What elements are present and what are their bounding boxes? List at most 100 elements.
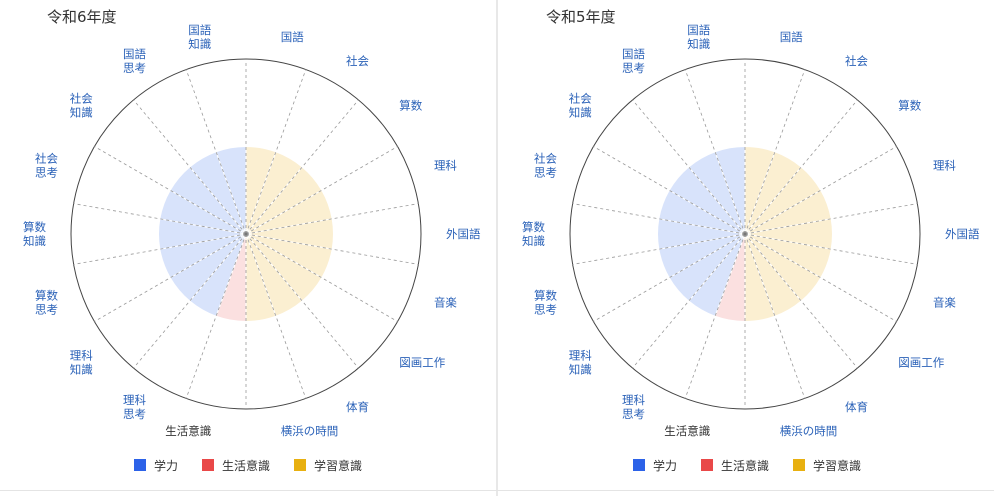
spoke-line [744, 233, 897, 322]
bottom-rule [0, 490, 994, 491]
category-label-line: 図画工作 [399, 356, 445, 370]
category-label: 国語知識 [188, 23, 211, 51]
chart-panel-reiwa5: 令和5年度 国語 社会 算数 理科 外国語 音楽 図画工作 体育 横浜の時間 生活意識 理科思考 理科… [499, 0, 994, 490]
spoke-line [94, 146, 247, 235]
category-label: 理科知識 [70, 349, 93, 377]
category-label-line: 理科 [933, 159, 956, 173]
category-label-line: 生活意識 [664, 424, 710, 438]
category-label: 理科知識 [569, 349, 592, 377]
panel-divider [496, 0, 498, 496]
category-label: 算数 [399, 98, 422, 112]
category-label: 理科 [434, 159, 457, 173]
category-label: 社会 [845, 54, 868, 68]
category-label-line: 国語 [780, 30, 803, 44]
category-label: 体育 [346, 400, 369, 414]
center-dot [743, 232, 747, 236]
spoke-line [572, 203, 746, 235]
legend-label: 生活意識 [221, 458, 270, 473]
category-label-line: 思考 [35, 302, 58, 316]
category-label: 理科思考 [123, 393, 146, 421]
spoke-line [593, 146, 746, 235]
category-label: 生活意識 [664, 424, 710, 438]
legend-swatch [632, 459, 645, 471]
category-label: 図画工作 [399, 356, 445, 370]
category-label: 外国語 [945, 227, 980, 241]
category-label-line: 知識 [70, 105, 93, 119]
category-label: 算数知識 [522, 220, 545, 248]
spoke-line [593, 233, 746, 322]
category-label: 社会知識 [569, 91, 592, 119]
legend-item-gakushu-ishiki[interactable]: 学習意識 [294, 457, 362, 474]
spoke-line [632, 99, 746, 235]
spoke-line [572, 233, 746, 265]
category-label-line: 社会 [534, 152, 557, 166]
legend-swatch [793, 459, 805, 471]
spoke-line [245, 99, 359, 235]
spoke-line [744, 233, 858, 369]
category-label-line: 体育 [845, 400, 868, 414]
category-label-line: 外国語 [446, 227, 481, 241]
category-label: 社会 [346, 54, 369, 68]
category-label: 横浜の時間 [281, 424, 339, 438]
category-label: 図画工作 [898, 356, 944, 370]
legend-swatch [133, 459, 146, 471]
chart-title: 令和6年度 [47, 8, 117, 26]
category-label-line: 理科 [123, 393, 146, 407]
spoke-line [245, 69, 307, 235]
category-label-line: 社会 [569, 91, 592, 105]
legend-label: 学力 [652, 458, 677, 473]
legend-swatch [201, 459, 214, 471]
category-label: 算数 [898, 98, 921, 112]
spoke-line [744, 203, 918, 235]
category-label-line: 国語 [123, 47, 146, 61]
category-label-line: 知識 [188, 37, 211, 51]
category-label: 国語思考 [622, 47, 645, 75]
legend: 学力 生活意識 学習意識 [0, 457, 496, 473]
spoke-line [744, 69, 806, 235]
category-label: 理科思考 [622, 393, 645, 421]
category-label: 算数知識 [23, 220, 46, 248]
chart-title: 令和5年度 [546, 8, 616, 26]
category-label-line: 理科 [434, 159, 457, 173]
legend-item-seikatsu-ishiki[interactable]: 生活意識 [700, 457, 769, 474]
legend-item-seikatsu-ishiki[interactable]: 生活意識 [201, 457, 270, 474]
spoke-line [684, 233, 746, 399]
legend: 学力 生活意識 学習意識 [499, 457, 994, 473]
category-label-line: 理科 [622, 393, 645, 407]
spoke-line [684, 69, 746, 235]
category-label-line: 知識 [569, 363, 592, 377]
category-sector[interactable] [215, 145, 247, 235]
spoke-line [73, 233, 247, 265]
category-label-line: 外国語 [945, 227, 980, 241]
category-label-line: 国語 [687, 23, 710, 37]
category-sector[interactable] [714, 145, 746, 235]
category-label-line: 算数 [399, 98, 422, 112]
category-label-line: 算数 [23, 220, 46, 234]
legend-item-gakushu-ishiki[interactable]: 学習意識 [793, 457, 861, 474]
category-label: 社会知識 [70, 91, 93, 119]
legend-label: 学習意識 [314, 458, 363, 473]
category-label: 算数思考 [35, 288, 58, 316]
category-label-line: 社会 [346, 54, 369, 68]
category-label-line: 社会 [35, 152, 58, 166]
legend-item-gakuryoku[interactable]: 学力 [133, 457, 178, 474]
category-label: 国語 [281, 30, 304, 44]
category-label-line: 理科 [70, 349, 93, 363]
legend-label: 学習意識 [813, 458, 862, 473]
category-label: 横浜の時間 [780, 424, 838, 438]
spoke-line [133, 99, 247, 235]
category-label-line: 思考 [123, 61, 146, 75]
category-label-line: 社会 [70, 91, 93, 105]
category-label-line: 思考 [123, 407, 146, 421]
spoke-line [245, 203, 419, 235]
category-label: 国語知識 [687, 23, 710, 51]
spoke-line [744, 233, 918, 265]
chart-panel-reiwa6: 令和6年度 国語 社会 算数 理科 外国語 音楽 図画工作 体育 横浜の時間 生活意識 理科思考 理科… [0, 0, 496, 490]
legend-item-gakuryoku[interactable]: 学力 [632, 457, 677, 474]
legend-label: 学力 [153, 458, 178, 473]
spoke-line [245, 233, 307, 399]
category-label: 国語思考 [123, 47, 146, 75]
category-label-line: 算数 [35, 288, 58, 302]
category-label-line: 知識 [569, 105, 592, 119]
category-label: 音楽 [434, 295, 457, 309]
